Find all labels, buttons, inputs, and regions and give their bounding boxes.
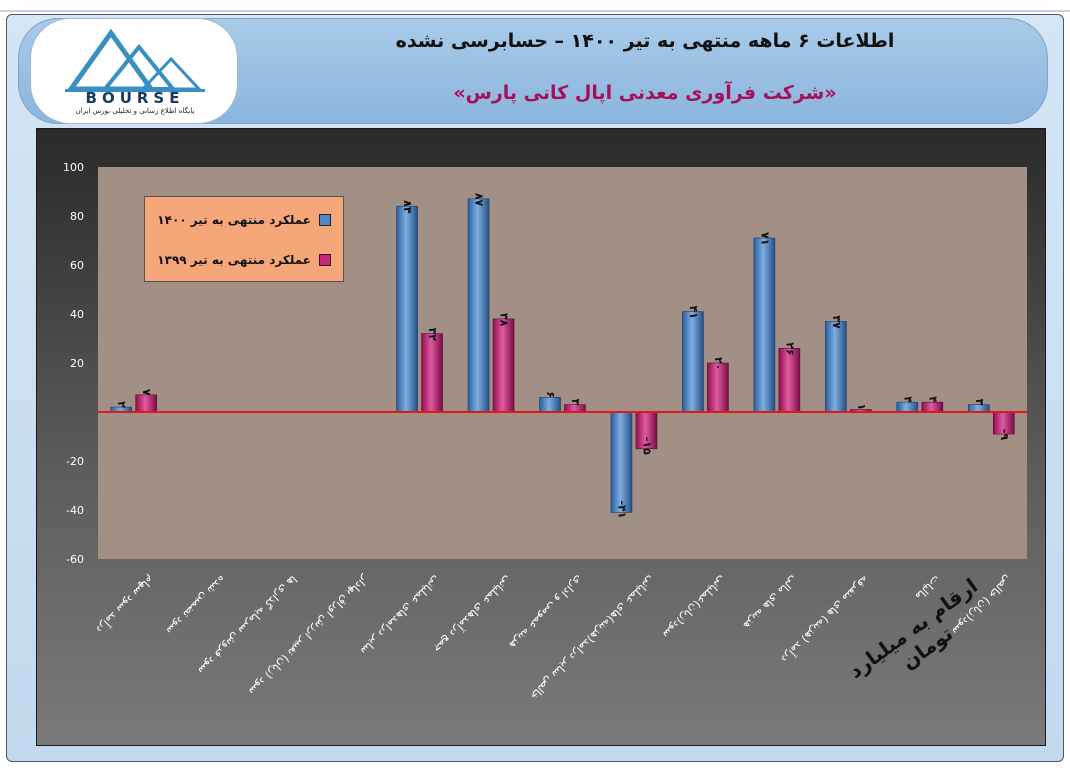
- bar-1400: [896, 401, 919, 413]
- company-title: «شرکت فرآوری معدنی اپال کانی پارس»: [453, 82, 837, 104]
- category-label: هزینه عمومی و اداری: [507, 573, 586, 652]
- bar-value-label: ۲۶: [783, 342, 796, 355]
- category-label: سود(زیان)عملیاتی: [660, 573, 728, 641]
- bar-value-label: ۴۱: [687, 306, 700, 319]
- bar-value-label: ۸۷: [473, 193, 486, 207]
- bar-1400: [753, 237, 776, 413]
- category-label: هزینه های مالی: [741, 573, 800, 632]
- category-label: سود (زیان) تغییر ارزش اوراق بهادار: [246, 572, 372, 698]
- logo-tagline: پایگاه اطلاع رسانی و تحلیلی بورس ایران: [75, 107, 195, 115]
- chart-legend: عملکرد منتهی به تیر ۱۴۰۰ عملکرد منتهی به…: [144, 196, 344, 282]
- bar-value-label: ۴: [926, 396, 939, 403]
- bar-value-label: ۳: [973, 399, 986, 406]
- bar-1399: [421, 333, 443, 413]
- bar-value-label: ۳: [569, 399, 582, 406]
- y-tick-label: 60: [70, 259, 84, 272]
- bar-value-label: ۲: [115, 401, 128, 408]
- bar-value-label: -۴۱: [615, 500, 628, 518]
- y-tick-label: -40: [66, 504, 84, 517]
- bar-value-label: ۷: [140, 389, 153, 396]
- top-divider: [0, 10, 1070, 12]
- bar-1399: [778, 347, 801, 413]
- y-tick-label: 40: [70, 308, 84, 321]
- legend-swatch-1399: [319, 254, 331, 266]
- bar-1400: [610, 411, 633, 513]
- y-tick-label: -60: [66, 553, 84, 566]
- y-tick-label: 80: [70, 210, 84, 223]
- bar-1399: [921, 401, 944, 413]
- bar-1400: [682, 311, 704, 413]
- bar-1400: [396, 205, 418, 413]
- bar-1399: [135, 394, 158, 413]
- legend-swatch-1400: [319, 214, 331, 226]
- legend-item-1399: عملکرد منتهی به تیر ۱۳۹۹: [157, 253, 331, 267]
- bourse-logo: BOURSE پایگاه اطلاع رسانی و تحلیلی بورس …: [30, 18, 238, 124]
- category-label: جمع درآمدهای عملیاتی: [431, 573, 515, 657]
- bar-value-label: ۳۷: [830, 315, 843, 329]
- legend-item-1400: عملکرد منتهی به تیر ۱۴۰۰: [157, 213, 331, 227]
- bar-value-label: ۴: [901, 396, 914, 403]
- bar-value-label: ۳۲: [426, 328, 439, 342]
- bourse-logo-mark: [65, 28, 205, 92]
- bar-value-label: ۶: [544, 391, 557, 398]
- bar-1400: [967, 404, 990, 413]
- category-label: سایر درامدهای عملیاتی: [358, 573, 443, 658]
- category-label: درآمد سود سهام: [94, 573, 158, 637]
- bar-value-label: -۱۵: [640, 437, 653, 455]
- bar-value-label: ۳۸: [498, 313, 511, 327]
- logo-brand-text: BOURSE: [85, 89, 185, 107]
- bar-1400: [539, 396, 561, 413]
- category-label: خالص سایر درامد(هزینه)های عملیاتی: [528, 573, 657, 702]
- bar-value-label: ۱: [855, 404, 868, 411]
- legend-label-1399: عملکرد منتهی به تیر ۱۳۹۹: [157, 253, 311, 267]
- bar-1399: [492, 318, 515, 413]
- category-label: سود تضمین شده: [164, 573, 228, 637]
- bar-value-label: ۸۴: [401, 200, 414, 214]
- bar-1399: [564, 404, 586, 413]
- bar-value-label: ۷۱: [758, 232, 771, 245]
- y-tick-label: 20: [70, 357, 84, 370]
- bar-1400: [825, 321, 847, 413]
- legend-label-1400: عملکرد منتهی به تیر ۱۴۰۰: [157, 213, 311, 227]
- report-title: اطلاعات ۶ ماهه منتهی به تیر ۱۴۰۰ – حسابر…: [395, 30, 895, 52]
- bar-value-label: -۹: [998, 429, 1011, 441]
- bar-1400: [467, 198, 490, 413]
- bar-value-label: ۲۰: [712, 357, 725, 370]
- y-tick-label: -20: [66, 455, 84, 468]
- y-tick-label: 100: [63, 161, 84, 174]
